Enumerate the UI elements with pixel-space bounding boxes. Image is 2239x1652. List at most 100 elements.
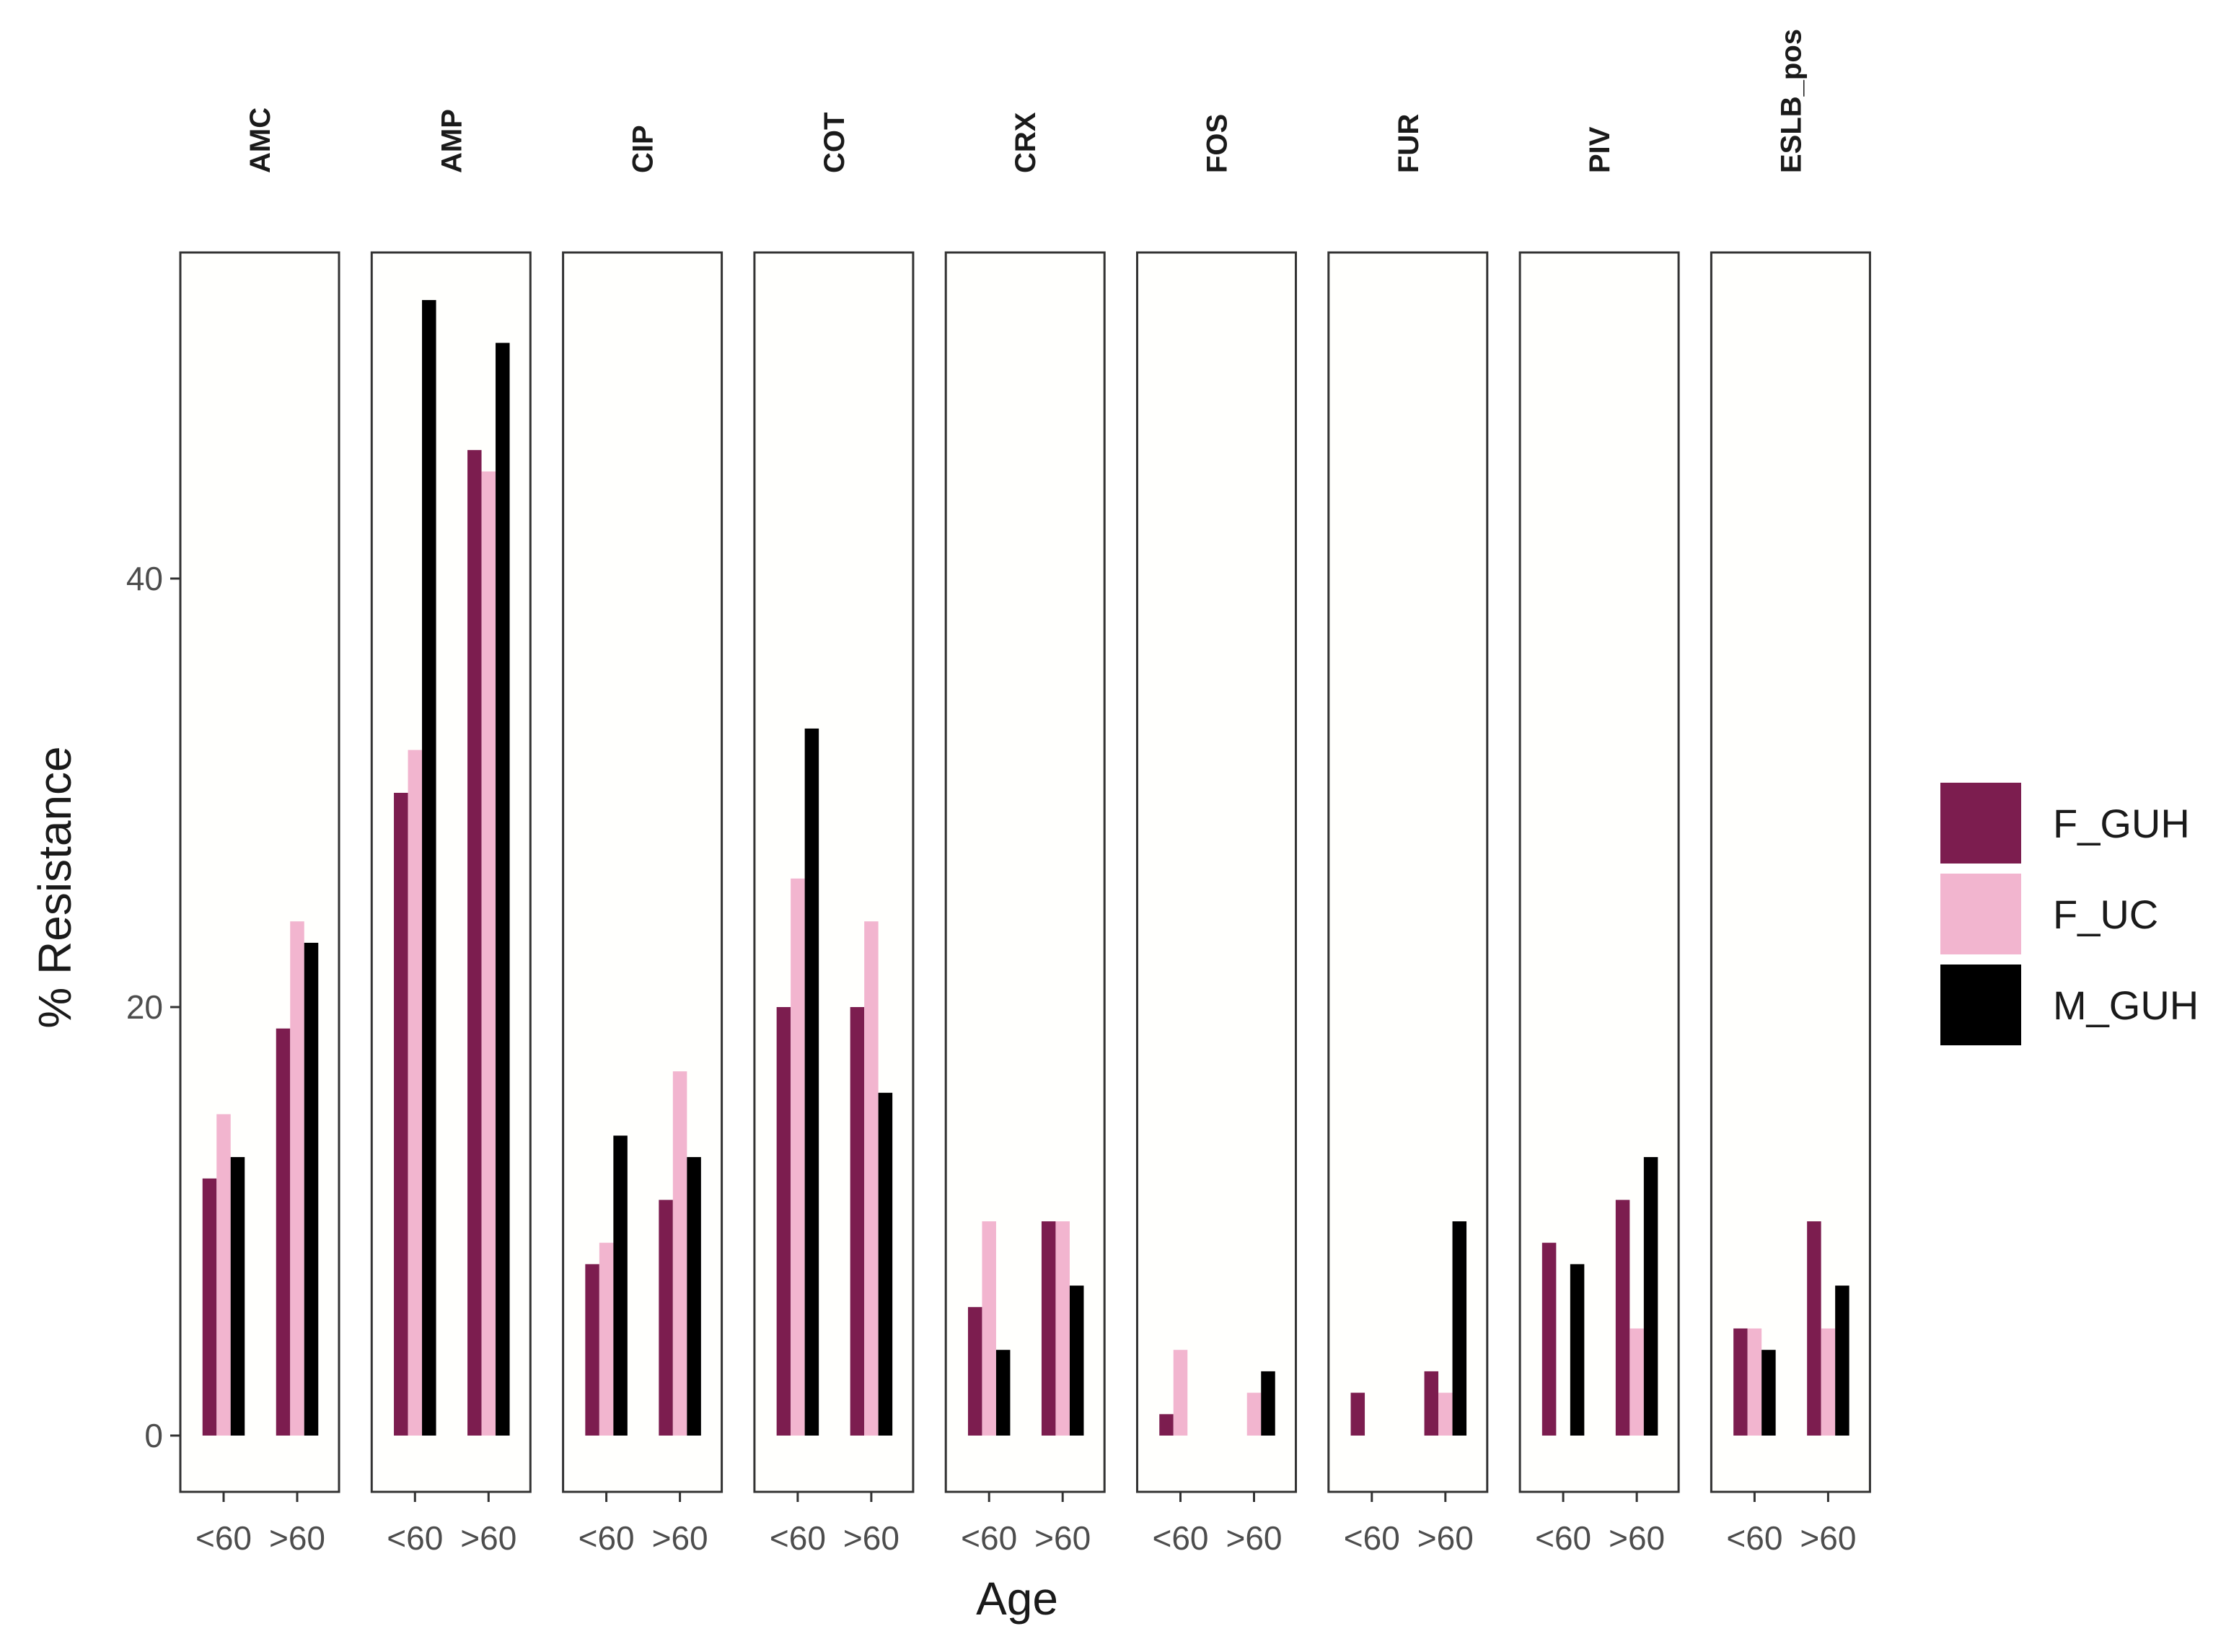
x-tick-label: >60 (1034, 1519, 1091, 1557)
bar-f-uc (791, 878, 805, 1436)
bar-m-guh (304, 942, 319, 1436)
facet-label: ESLB_pos (1775, 29, 1807, 173)
bar-f-guh (1350, 1392, 1365, 1436)
x-tick-label: >60 (1226, 1519, 1282, 1557)
bar-f-uc (216, 1114, 231, 1436)
legend-label: F_GUH (2053, 801, 2190, 846)
x-tick-label: <60 (579, 1519, 635, 1557)
panel-cot: COT <60 >60 (753, 113, 915, 1557)
bar-f-uc (1055, 1221, 1070, 1436)
legend-key (1940, 965, 2021, 1045)
bar-m-guh (1261, 1371, 1275, 1436)
x-tick-label: <60 (770, 1519, 826, 1557)
legend-key (1940, 874, 2021, 954)
bar-m-guh (878, 1092, 893, 1436)
x-tick-label: <60 (1726, 1519, 1782, 1557)
bar-f-guh (1541, 1242, 1557, 1436)
bar-m-guh (804, 728, 819, 1436)
legend-key (1940, 783, 2021, 864)
facet-label: CIP (628, 125, 659, 173)
panel-frame (1136, 251, 1297, 1493)
legend-item-m-guh: M_GUH (1940, 965, 2199, 1045)
bar-f-uc (1246, 1392, 1262, 1436)
facet-label: COT (819, 113, 850, 173)
bar-f-uc (1821, 1328, 1836, 1436)
bar-f-uc (408, 750, 423, 1436)
bar-m-guh (1761, 1350, 1776, 1436)
y-tick-label: 0 (144, 1417, 163, 1454)
facet-label: AMP (436, 109, 467, 173)
x-axis-title: Age (976, 1573, 1058, 1625)
bar-m-guh (496, 343, 510, 1436)
bar-f-guh (1807, 1221, 1821, 1436)
x-tick-label: >60 (460, 1519, 516, 1557)
bar-f-guh (394, 793, 408, 1436)
bar-f-uc (982, 1221, 996, 1436)
bar-f-guh (1733, 1328, 1748, 1436)
bar-f-guh (850, 1007, 865, 1436)
panel-frame (1710, 251, 1871, 1493)
bar-f-guh (1424, 1371, 1439, 1436)
bar-f-guh (776, 1007, 791, 1436)
x-tick-label: >60 (1417, 1519, 1474, 1557)
bar-m-guh (613, 1135, 628, 1436)
chart-panels: AMC <60 >60 AMP <60 >60 CIP <60 >60 COT <60 >60 CRX <… (179, 29, 1871, 1557)
bar-f-guh (276, 1028, 291, 1436)
bar-f-uc (864, 921, 879, 1436)
bar-f-guh (1615, 1200, 1630, 1436)
x-tick-label: >60 (843, 1519, 899, 1557)
bar-f-guh (585, 1264, 599, 1436)
bar-f-uc (1747, 1328, 1762, 1436)
bar-f-uc (481, 471, 496, 1436)
bar-f-guh (202, 1178, 217, 1436)
facet-label: FOS (1202, 114, 1233, 173)
panel-amp: AMP <60 >60 (370, 109, 532, 1557)
panel-eslb_pos: ESLB_pos <60 >60 (1710, 29, 1871, 1557)
bar-m-guh (1835, 1286, 1849, 1436)
facet-label: PIV (1584, 126, 1616, 173)
legend-label: M_GUH (2053, 983, 2199, 1028)
bar-f-guh (1159, 1414, 1174, 1436)
panel-frame (944, 251, 1106, 1493)
bar-f-uc (1438, 1392, 1453, 1436)
bar-m-guh (1069, 1286, 1084, 1436)
x-tick-label: >60 (1800, 1519, 1856, 1557)
bar-m-guh (230, 1156, 245, 1436)
bar-f-guh (967, 1306, 982, 1436)
bar-f-guh (467, 449, 482, 1436)
x-tick-label: >60 (269, 1519, 325, 1557)
legend-label: F_UC (2053, 892, 2158, 937)
facet-label: AMC (245, 107, 276, 173)
bar-f-uc (672, 1071, 687, 1436)
panel-fur: FUR <60 >60 (1327, 114, 1489, 1557)
x-tick-label: <60 (387, 1519, 443, 1557)
bar-m-guh (1643, 1156, 1658, 1436)
panel-piv: PIV <60 >60 (1518, 126, 1680, 1557)
x-tick-label: <60 (1535, 1519, 1591, 1557)
y-axis-title: % Resistance (29, 746, 81, 1028)
x-tick-label: <60 (961, 1519, 1017, 1557)
panel-cip: CIP <60 >60 (562, 125, 723, 1557)
x-tick-label: <60 (1152, 1519, 1208, 1557)
bar-m-guh (1570, 1264, 1585, 1436)
x-tick-label: <60 (1344, 1519, 1400, 1557)
bar-m-guh (687, 1156, 701, 1436)
legend-item-f-guh: F_GUH (1940, 783, 2190, 864)
bar-m-guh (1452, 1221, 1467, 1436)
x-tick-label: >60 (1609, 1519, 1665, 1557)
panel-amc: AMC <60 >60 (179, 107, 340, 1557)
x-tick-label: >60 (652, 1519, 708, 1557)
facet-label: CRX (1010, 112, 1042, 173)
y-axis: 0 20 40 (126, 560, 180, 1454)
bar-f-uc (1629, 1328, 1644, 1436)
bar-f-guh (659, 1200, 673, 1436)
y-tick-label: 40 (126, 560, 163, 597)
y-tick-label: 20 (126, 988, 163, 1026)
bar-f-guh (1041, 1221, 1056, 1436)
panel-fos: FOS <60 >60 (1136, 114, 1297, 1557)
legend-item-f-uc: F_UC (1940, 874, 2158, 954)
bar-f-uc (599, 1242, 614, 1436)
x-tick-label: <60 (195, 1519, 252, 1557)
bar-f-uc (290, 921, 304, 1436)
